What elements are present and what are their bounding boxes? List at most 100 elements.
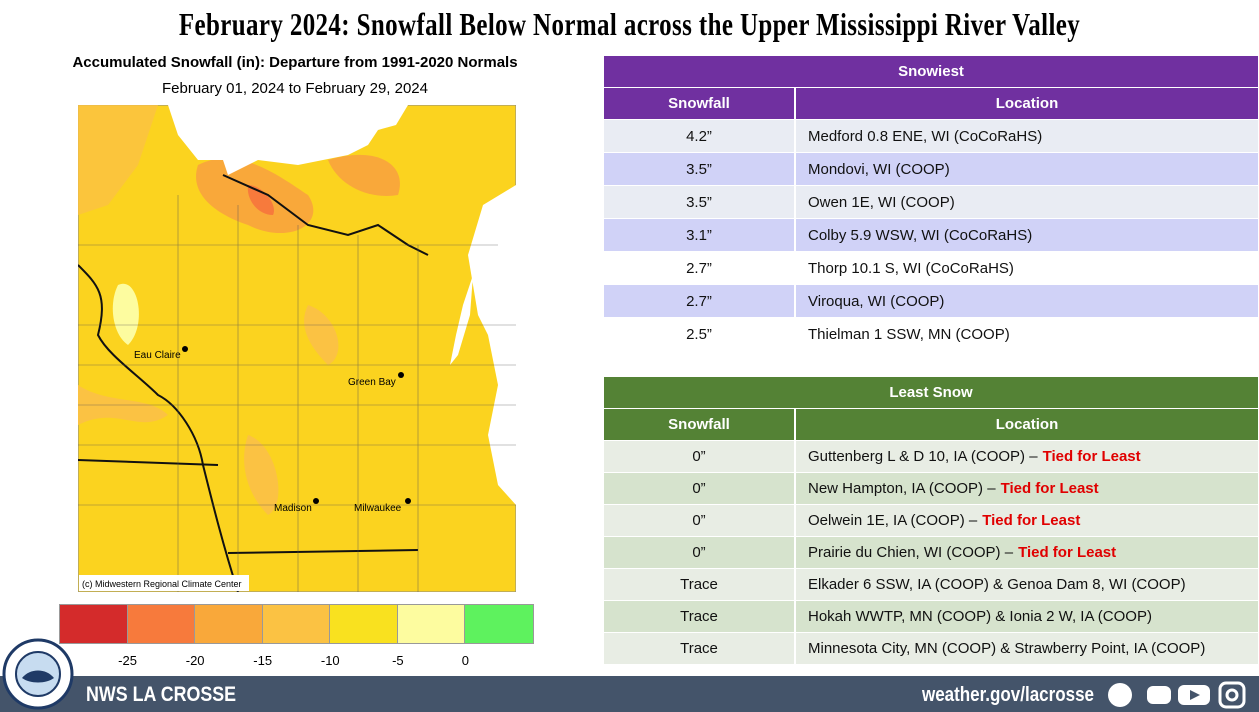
- column-header: Location: [794, 88, 1258, 119]
- map: Eau Claire Green Bay Madison Milwaukee (…: [78, 105, 516, 592]
- nws-logo: [2, 638, 74, 710]
- table-row: 3.5” Mondovi, WI (COOP): [604, 153, 1258, 185]
- location-cell: Prairie du Chien, WI (COOP) – Tied for Le…: [794, 537, 1258, 568]
- snowfall-cell: Trace: [680, 576, 718, 593]
- snowfall-cell: 0”: [692, 544, 706, 561]
- snowfall-cell: Trace: [680, 608, 718, 625]
- legend-swatch: [329, 604, 399, 644]
- location-text: Viroqua, WI (COOP): [808, 292, 945, 310]
- map-title: Accumulated Snowfall (in): Departure fro…: [72, 54, 518, 71]
- table-row: 3.5” Owen 1E, WI (COOP): [604, 186, 1258, 218]
- location-cell: Oelwein 1E, IA (COOP) – Tied for Least: [794, 505, 1258, 536]
- location-cell: Thorp 10.1 S, WI (CoCoRaHS): [794, 252, 1258, 284]
- website: weather.gov/lacrosse: [922, 684, 1094, 706]
- office-name: NWS LA CROSSE: [86, 683, 237, 706]
- table-row: 2.7” Viroqua, WI (COOP): [604, 285, 1258, 317]
- location-cell: Hokah WWTP, MN (COOP) & Ionia 2 W, IA (C…: [794, 601, 1258, 632]
- map-subtitle: February 01, 2024 to February 29, 2024: [161, 80, 428, 97]
- legend-tick: 0: [461, 653, 470, 668]
- legend-tick: -25: [118, 653, 137, 668]
- legend-swatch: [59, 604, 129, 644]
- table-title: Snowiest: [604, 56, 1258, 87]
- location-cell: Thielman 1 SSW, MN (COOP): [794, 318, 1258, 350]
- table-row: Trace Hokah WWTP, MN (COOP) & Ionia 2 W, …: [604, 601, 1258, 632]
- table-row: 3.1” Colby 5.9 WSW, WI (CoCoRaHS): [604, 219, 1258, 251]
- city-label: Milwaukee: [354, 503, 402, 514]
- city-label: Eau Claire: [134, 350, 181, 361]
- legend-swatch: [194, 604, 264, 644]
- table-title-text: Least Snow: [889, 384, 973, 401]
- location-text: Thielman 1 SSW, MN (COOP): [808, 325, 1010, 343]
- table-row: Trace Minnesota City, MN (COOP) & Strawbe…: [604, 633, 1258, 664]
- column-header-row: Snowfall Location: [604, 88, 1258, 119]
- table-title-text: Snowiest: [898, 63, 964, 80]
- location-text: Thorp 10.1 S, WI (CoCoRaHS): [808, 259, 1014, 277]
- snowfall-cell: 3.1”: [686, 226, 712, 244]
- location-text: Medford 0.8 ENE, WI (CoCoRaHS): [808, 127, 1043, 145]
- map-credit: (c) Midwestern Regional Climate Center: [82, 579, 242, 589]
- snowfall-cell: 2.5”: [686, 325, 712, 343]
- note-text: Tied for Least: [1000, 480, 1099, 497]
- table-row: 0” Guttenberg L & D 10, IA (COOP) – Tied f…: [604, 441, 1258, 472]
- location-cell: Guttenberg L & D 10, IA (COOP) – Tied for…: [794, 441, 1258, 472]
- location-text: Minnesota City, MN (COOP) & Strawberry P…: [808, 640, 1206, 657]
- column-header: Location: [794, 409, 1258, 440]
- table-row: 0” Oelwein 1E, IA (COOP) – Tied for Least: [604, 505, 1258, 536]
- column-header: Snowfall: [668, 95, 730, 112]
- table-row: 0” New Hampton, IA (COOP) – Tied for Least: [604, 473, 1258, 504]
- snowfall-cell: 3.5”: [686, 160, 712, 178]
- column-header: Snowfall: [668, 416, 730, 433]
- snowfall-cell: 3.5”: [686, 193, 712, 211]
- location-cell: Minnesota City, MN (COOP) & Strawberry P…: [794, 633, 1258, 664]
- city-label: Green Bay: [348, 377, 396, 388]
- snowfall-cell: 2.7”: [686, 292, 712, 310]
- location-text: New Hampton, IA (COOP) –: [808, 480, 996, 497]
- snowfall-cell: 0”: [692, 480, 706, 497]
- snowfall-cell: 4.2”: [686, 127, 712, 145]
- note-text: Tied for Least: [1018, 544, 1117, 561]
- legend-swatch: [126, 604, 197, 644]
- location-text: Prairie du Chien, WI (COOP) –: [808, 544, 1014, 561]
- snowfall-cell: 0”: [692, 512, 706, 529]
- location-text: Oelwein 1E, IA (COOP) –: [808, 512, 978, 529]
- snowfall-cell: 2.7”: [686, 259, 712, 277]
- city-label: Madison: [274, 503, 312, 514]
- legend-tick: -10: [320, 653, 340, 668]
- location-text: Elkader 6 SSW, IA (COOP) & Genoa Dam 8, …: [808, 576, 1186, 593]
- location-cell: New Hampton, IA (COOP) – Tied for Least: [794, 473, 1258, 504]
- legend-tick: -20: [185, 653, 205, 668]
- location-text: Colby 5.9 WSW, WI (CoCoRaHS): [808, 226, 1033, 244]
- legend-swatch: [396, 604, 467, 644]
- note-text: Tied for Least: [1042, 448, 1141, 465]
- legend-tick: -15: [253, 653, 273, 668]
- location-text: Hokah WWTP, MN (COOP) & Ionia 2 W, IA (C…: [808, 608, 1152, 625]
- location-cell: Viroqua, WI (COOP): [794, 285, 1258, 317]
- location-text: Owen 1E, WI (COOP): [808, 193, 955, 211]
- least-table: Least Snow Snowfall Location 0” Guttenberg L…: [604, 377, 1258, 665]
- snowfall-cell: Trace: [680, 640, 718, 657]
- social-icons[interactable]: [1106, 680, 1256, 710]
- legend-swatch: [464, 604, 534, 644]
- location-cell: Mondovi, WI (COOP): [794, 153, 1258, 185]
- location-cell: Medford 0.8 ENE, WI (CoCoRaHS): [794, 120, 1258, 152]
- table-row: 2.5” Thielman 1 SSW, MN (COOP): [604, 318, 1258, 350]
- column-header-row: Snowfall Location: [604, 409, 1258, 440]
- legend-tick: -5: [392, 653, 404, 668]
- table-row: 4.2” Medford 0.8 ENE, WI (CoCoRaHS): [604, 120, 1258, 152]
- location-text: Mondovi, WI (COOP): [808, 160, 950, 178]
- table-row: Trace Elkader 6 SSW, IA (COOP) & Genoa Da…: [604, 569, 1258, 600]
- note-text: Tied for Least: [982, 512, 1081, 529]
- location-cell: Elkader 6 SSW, IA (COOP) & Genoa Dam 8, …: [794, 569, 1258, 600]
- location-text: Guttenberg L & D 10, IA (COOP) –: [808, 448, 1038, 465]
- snowiest-table: Snowiest Snowfall Location 4.2” Medford 0.8 …: [604, 56, 1258, 351]
- legend-swatch: [261, 604, 332, 644]
- slide-title: February 2024: Snowfall Below Normal acr…: [178, 6, 1081, 42]
- table-title: Least Snow: [604, 377, 1258, 408]
- snowfall-cell: 0”: [692, 448, 706, 465]
- location-cell: Colby 5.9 WSW, WI (CoCoRaHS): [794, 219, 1258, 251]
- table-row: 0” Prairie du Chien, WI (COOP) – Tied for …: [604, 537, 1258, 568]
- table-row: 2.7” Thorp 10.1 S, WI (CoCoRaHS): [604, 252, 1258, 284]
- footer-bar: [0, 676, 1259, 712]
- location-cell: Owen 1E, WI (COOP): [794, 186, 1258, 218]
